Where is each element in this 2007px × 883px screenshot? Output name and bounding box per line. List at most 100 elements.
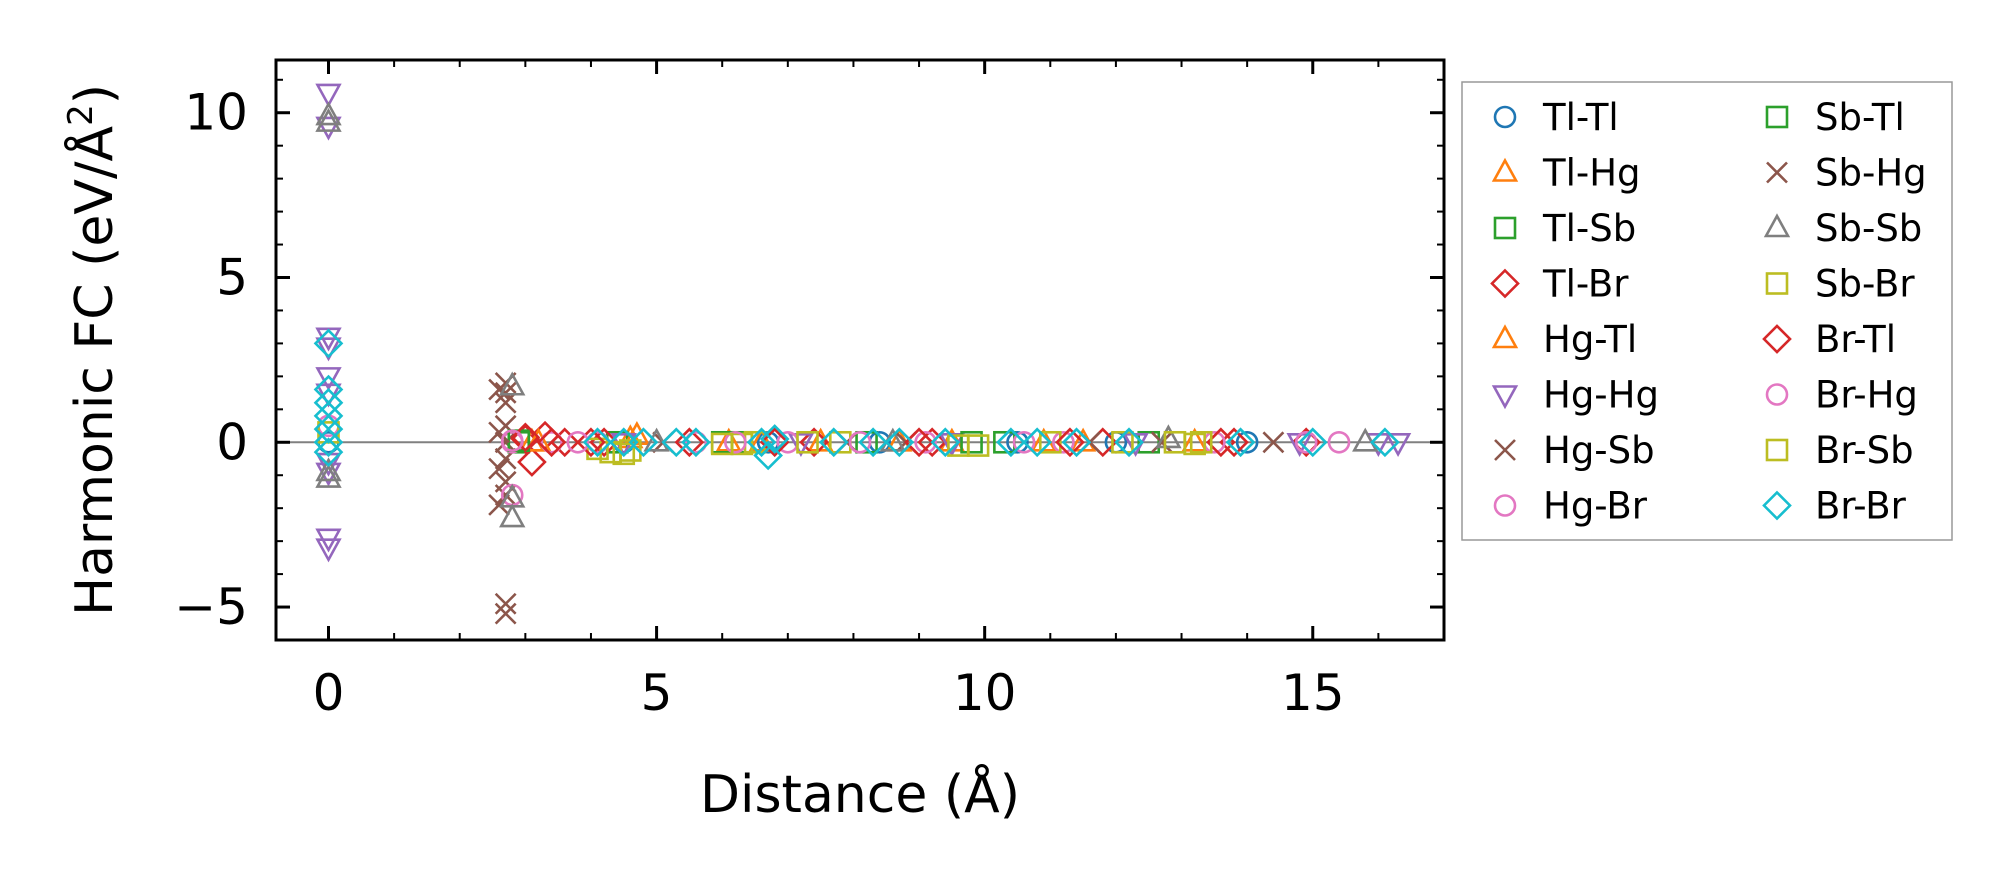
legend-marker (1493, 105, 1517, 129)
legend-label: Sb-Hg (1815, 152, 1927, 195)
data-point-tl-br (549, 427, 580, 458)
data-point-br-br (608, 427, 639, 458)
data-point-hg-hg (315, 367, 342, 392)
x-tick-label: 15 (1281, 664, 1345, 722)
data-point-hg-hg (315, 116, 342, 141)
data-point-br-br (858, 427, 888, 458)
plot-area-frame (274, 58, 1446, 642)
x-tick-label: 10 (953, 664, 1017, 722)
data-point-br-tl (536, 427, 567, 458)
data-point-br-br (818, 427, 849, 458)
data-point-br-hg (500, 429, 524, 452)
data-point-br-br (313, 437, 344, 467)
legend-label: Hg-Sb (1543, 429, 1655, 472)
data-point-br-br (313, 328, 344, 359)
legend-label: Sb-Br (1815, 263, 1915, 306)
legend-label: Sb-Tl (1815, 96, 1905, 139)
data-point-hg-sb (1262, 431, 1285, 454)
legend-marker (1765, 105, 1789, 129)
data-point-hg-br (1052, 430, 1075, 454)
data-point-br-tl (576, 427, 606, 458)
data-point-br-hg (1012, 430, 1036, 454)
data-point-sb-hg (488, 457, 511, 480)
y-axis-title: Harmonic FC (eV/Å2) (61, 84, 125, 616)
data-point-sb-sb (315, 107, 342, 132)
data-point-br-sb (710, 432, 734, 456)
legend-marker (1493, 494, 1517, 517)
data-point-hg-br (684, 430, 708, 454)
data-point-hg-br (540, 430, 563, 454)
data-point-tl-hg (1181, 427, 1208, 452)
data-point-br-br (1370, 427, 1400, 458)
legend-label: Br-Sb (1815, 429, 1914, 472)
data-point-sb-br (1183, 432, 1206, 456)
data-point-br-br (1225, 427, 1256, 458)
data-point-br-br (1061, 427, 1092, 458)
data-point-hg-hg (1384, 432, 1412, 457)
data-point-br-tl (1055, 427, 1085, 458)
data-point-br-br (930, 427, 961, 458)
legend-marker (1765, 272, 1789, 295)
data-point-br-hg (848, 430, 872, 454)
legend-marker (1766, 161, 1788, 184)
legend: Tl-Tl Tl-Hg Tl-Sb Tl-Br Hg-Tl Hg-Hg Hg-Sb Hg-Br… (1490, 96, 1927, 528)
legend-marker (1765, 383, 1789, 406)
data-point-br-br (582, 427, 613, 458)
data-point-sb-sb (499, 371, 526, 396)
data-point-sb-sb (643, 427, 670, 452)
legend-marker (1490, 268, 1520, 299)
data-point-tl-br (1219, 427, 1249, 458)
data-point-tl-br (917, 427, 948, 458)
data-point-hg-sb (494, 592, 517, 615)
legend-label: Hg-Br (1543, 485, 1648, 528)
data-point-sb-sb (1155, 424, 1182, 449)
legend-label: Tl-Br (1542, 263, 1629, 306)
data-point-br-br (759, 424, 790, 454)
data-point-sb-sb (315, 463, 342, 488)
data-point-br-br (661, 427, 692, 458)
data-point-br-hg (1294, 430, 1318, 454)
data-point-tl-br (517, 447, 547, 477)
data-point-hg-sb (1150, 431, 1173, 454)
data-point-hg-hg (315, 538, 342, 563)
legend-marker (1491, 324, 1519, 349)
data-point-hg-hg (315, 337, 342, 362)
legend-label: Hg-Hg (1543, 374, 1659, 417)
data-point-br-hg (566, 430, 590, 454)
data-point-sb-br (1038, 430, 1062, 454)
data-point-br-br (884, 427, 915, 458)
data-point-sb-sb (315, 457, 342, 482)
data-point-br-tl (904, 427, 934, 458)
data-point-tl-sb (855, 430, 878, 454)
data-point-br-sb (947, 434, 970, 457)
data-point-hg-sb (494, 381, 517, 404)
data-point-hg-sb (494, 391, 517, 414)
legend-label: Tl-Tl (1542, 96, 1619, 139)
legend-label: Sb-Sb (1815, 207, 1922, 250)
data-point-br-br (1297, 427, 1328, 458)
legend-label: Hg-Tl (1543, 318, 1637, 361)
legend-label: Br-Br (1815, 485, 1907, 528)
data-point-hg-tl (525, 427, 552, 452)
legend-marker (1762, 490, 1792, 521)
legend-marker (1493, 216, 1517, 240)
data-point-br-sb (1189, 430, 1213, 454)
data-point-sb-sb (1352, 427, 1379, 452)
legend-marker (1763, 213, 1791, 238)
data-point-hg-sb (494, 602, 517, 625)
x-tick-label: 5 (641, 664, 673, 722)
legend-marker (1491, 157, 1519, 182)
axis-ticks (276, 60, 1445, 641)
data-point-hg-br (914, 430, 937, 454)
legend-marker (1765, 438, 1789, 462)
data-point-tl-tl (1006, 430, 1029, 454)
data-point-br-br (628, 427, 659, 458)
legend-marker (1491, 385, 1519, 410)
legend-marker (1762, 324, 1792, 354)
data-point-tl-br (674, 427, 705, 458)
legend-marker (1494, 439, 1516, 461)
data-point-br-br (1114, 427, 1144, 458)
x-tick-label: 0 (313, 664, 345, 722)
data-point-br-sb (1111, 430, 1134, 454)
